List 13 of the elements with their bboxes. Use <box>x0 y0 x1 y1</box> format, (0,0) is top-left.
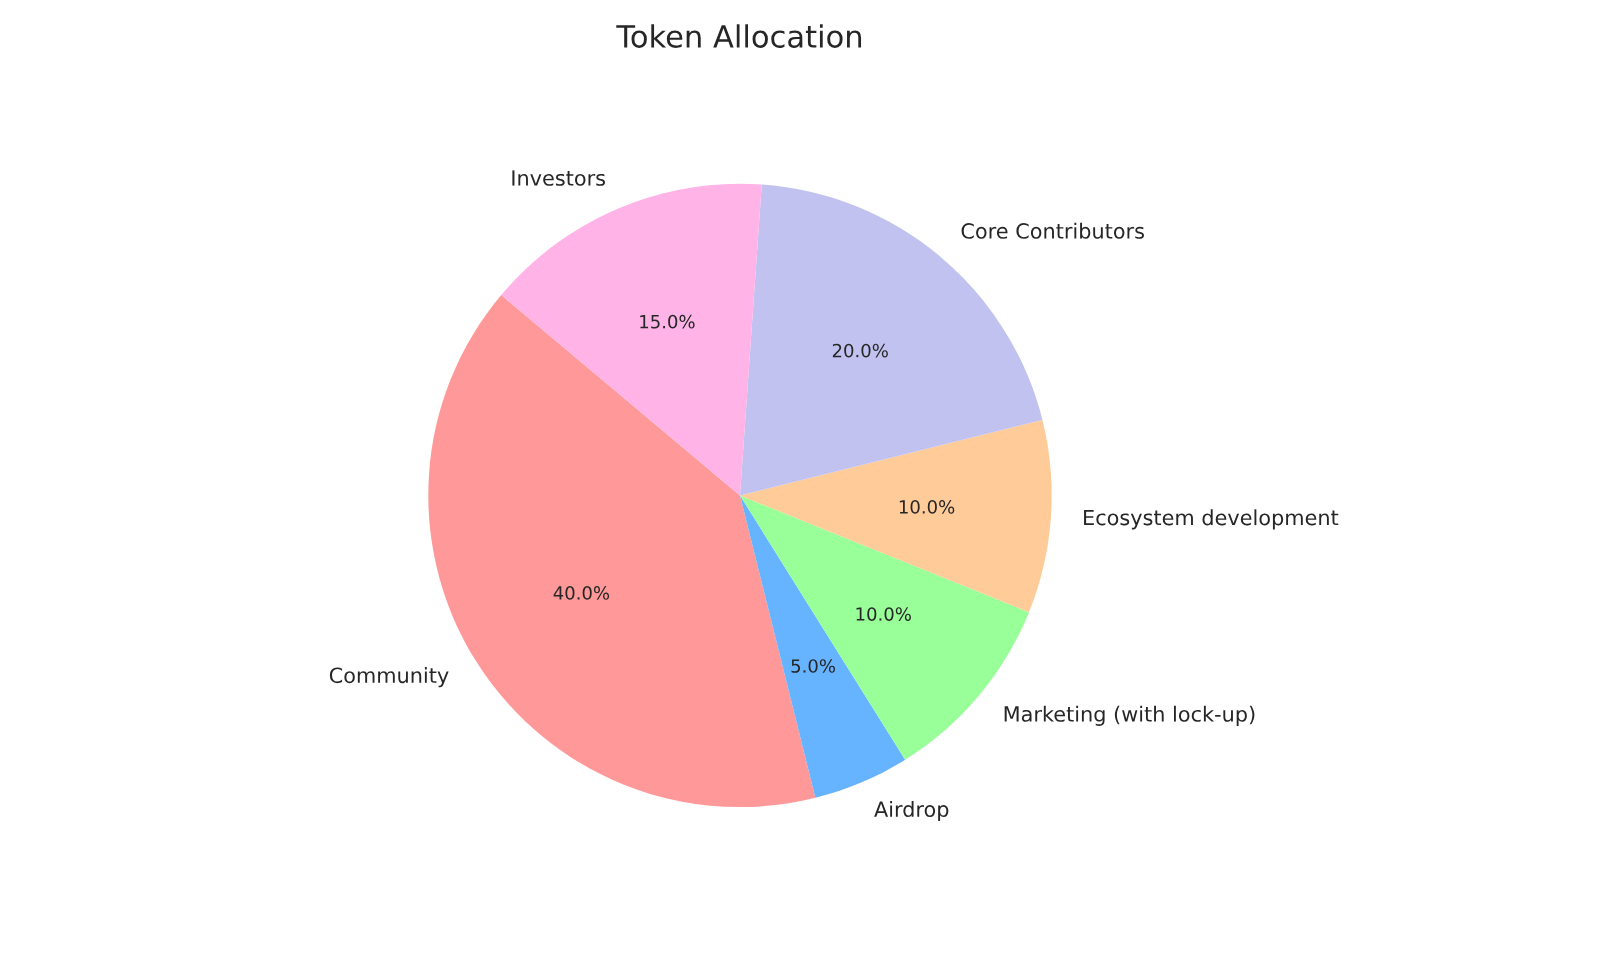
data-label: 5.0% <box>791 659 836 673</box>
slice-label: Marketing (with lock-up) <box>1004 705 1255 726</box>
slice-label: Community <box>329 667 449 688</box>
slice-label: Core Contributors <box>961 222 1144 239</box>
data-label: 15.0% <box>640 314 695 329</box>
chart-title: Token Allocation <box>616 24 862 48</box>
data-label: 10.0% <box>899 500 955 514</box>
data-label: 10.0% <box>856 607 911 621</box>
slice-label: Ecosystem development <box>1084 509 1339 530</box>
data-label: 40.0% <box>553 586 610 600</box>
data-label: 20.0% <box>832 343 888 358</box>
slice-label: Airdrop <box>874 800 949 822</box>
slice-label: Investors <box>512 170 606 186</box>
